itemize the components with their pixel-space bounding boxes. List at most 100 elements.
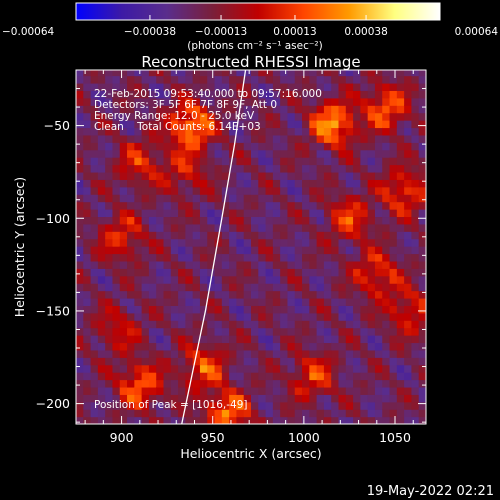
- heatmap-cell: [221, 97, 230, 106]
- heatmap-cell: [236, 149, 245, 158]
- heatmap-cell: [258, 342, 267, 351]
- heatmap-cell: [272, 268, 281, 277]
- heatmap-cell: [141, 70, 150, 77]
- heatmap-cell: [83, 134, 92, 143]
- heatmap-cell: [294, 364, 303, 373]
- heatmap-cell: [411, 327, 420, 336]
- heatmap-cell: [345, 260, 354, 269]
- heatmap-cell: [178, 171, 186, 180]
- heatmap-cell: [396, 209, 405, 218]
- x-axis-label: Heliocentric X (arcsec): [180, 446, 321, 461]
- heatmap-cell: [374, 97, 383, 106]
- heatmap-cell: [214, 253, 223, 262]
- heatmap-cell: [280, 216, 289, 225]
- heatmap-cell: [272, 127, 281, 136]
- heatmap-cell: [382, 364, 391, 373]
- heatmap-cell: [236, 82, 245, 91]
- heatmap-cell: [148, 305, 157, 314]
- heatmap-cell: [272, 379, 281, 388]
- x-tick-label: 1000: [288, 430, 320, 445]
- heatmap-cell: [214, 75, 223, 84]
- heatmap-cell: [353, 149, 361, 158]
- heatmap-cell: [207, 105, 216, 114]
- heatmap-cell: [302, 320, 310, 329]
- heatmap-cell: [119, 171, 128, 180]
- heatmap-cell: [207, 297, 216, 306]
- heatmap-cell: [192, 401, 201, 410]
- heatmap-cell: [396, 364, 405, 373]
- heatmap-cell: [119, 253, 128, 262]
- heatmap-cell: [148, 297, 157, 306]
- heatmap-cell: [134, 386, 143, 395]
- heatmap-cell: [382, 105, 391, 114]
- heatmap-cell: [170, 297, 179, 306]
- heatmap-cell: [214, 186, 223, 195]
- heatmap-cell: [272, 357, 281, 366]
- heatmap-cell: [207, 327, 216, 336]
- heatmap-cell: [389, 260, 398, 269]
- heatmap-cell: [236, 335, 245, 344]
- heatmap-cell: [272, 171, 281, 180]
- heatmap-cell: [178, 105, 186, 114]
- heatmap-cell: [294, 275, 303, 284]
- heatmap-cell: [411, 253, 420, 262]
- heatmap-cell: [382, 209, 391, 218]
- heatmap-cell: [243, 253, 252, 262]
- heatmap-cell: [105, 379, 114, 388]
- heatmap-cell: [148, 75, 157, 84]
- heatmap-cell: [148, 179, 157, 188]
- heatmap-cell: [411, 97, 420, 106]
- heatmap-cell: [418, 179, 426, 188]
- heatmap-cell: [396, 409, 405, 418]
- heatmap-cell: [323, 283, 332, 292]
- heatmap-cell: [127, 357, 135, 366]
- heatmap-cell: [243, 127, 252, 136]
- heatmap-cell: [294, 70, 303, 77]
- heatmap-cell: [170, 268, 179, 277]
- heatmap-cell: [396, 401, 405, 410]
- heatmap-cell: [178, 209, 186, 218]
- heatmap-cell: [258, 409, 267, 418]
- colorbar-unit-label: (photons cm⁻² s⁻¹ asec⁻²): [187, 40, 322, 52]
- heatmap-cell: [374, 90, 383, 99]
- heatmap-cell: [374, 216, 383, 225]
- heatmap-cell: [338, 105, 347, 114]
- heatmap-cell: [192, 409, 201, 418]
- heatmap-cell: [112, 349, 121, 358]
- heatmap-cell: [418, 409, 426, 418]
- heatmap-cell: [170, 379, 179, 388]
- heatmap-cell: [185, 209, 194, 218]
- heatmap-cell: [302, 164, 310, 173]
- heatmap-cell: [127, 127, 135, 136]
- heatmap-cell: [134, 238, 143, 247]
- heatmap-cell: [134, 142, 143, 151]
- heatmap-cell: [148, 127, 157, 136]
- heatmap-cell: [112, 238, 121, 247]
- heatmap-cell: [76, 283, 84, 292]
- heatmap-cell: [272, 134, 281, 143]
- heatmap-cell: [338, 312, 347, 321]
- heatmap-cell: [148, 401, 157, 410]
- heatmap-cell: [134, 357, 143, 366]
- heatmap-cell: [156, 149, 165, 158]
- heatmap-cell: [134, 120, 143, 129]
- heatmap-cell: [374, 305, 383, 314]
- heatmap-cell: [404, 416, 413, 424]
- heatmap-cell: [345, 223, 354, 232]
- heatmap-cell: [345, 97, 354, 106]
- heatmap-cell: [374, 312, 383, 321]
- heatmap-cell: [411, 179, 420, 188]
- heatmap-cell: [229, 283, 238, 292]
- heatmap-cell: [83, 201, 92, 210]
- heatmap-cell: [185, 283, 194, 292]
- heatmap-cell: [396, 290, 405, 299]
- heatmap-cell: [382, 134, 391, 143]
- heatmap-cell: [323, 164, 332, 173]
- heatmap-cell: [280, 246, 289, 255]
- heatmap-cell: [280, 305, 289, 314]
- heatmap-cell: [178, 75, 186, 84]
- heatmap-cell: [119, 342, 128, 351]
- heatmap-cell: [374, 290, 383, 299]
- heatmap-cell: [243, 90, 252, 99]
- heatmap-cell: [97, 290, 106, 299]
